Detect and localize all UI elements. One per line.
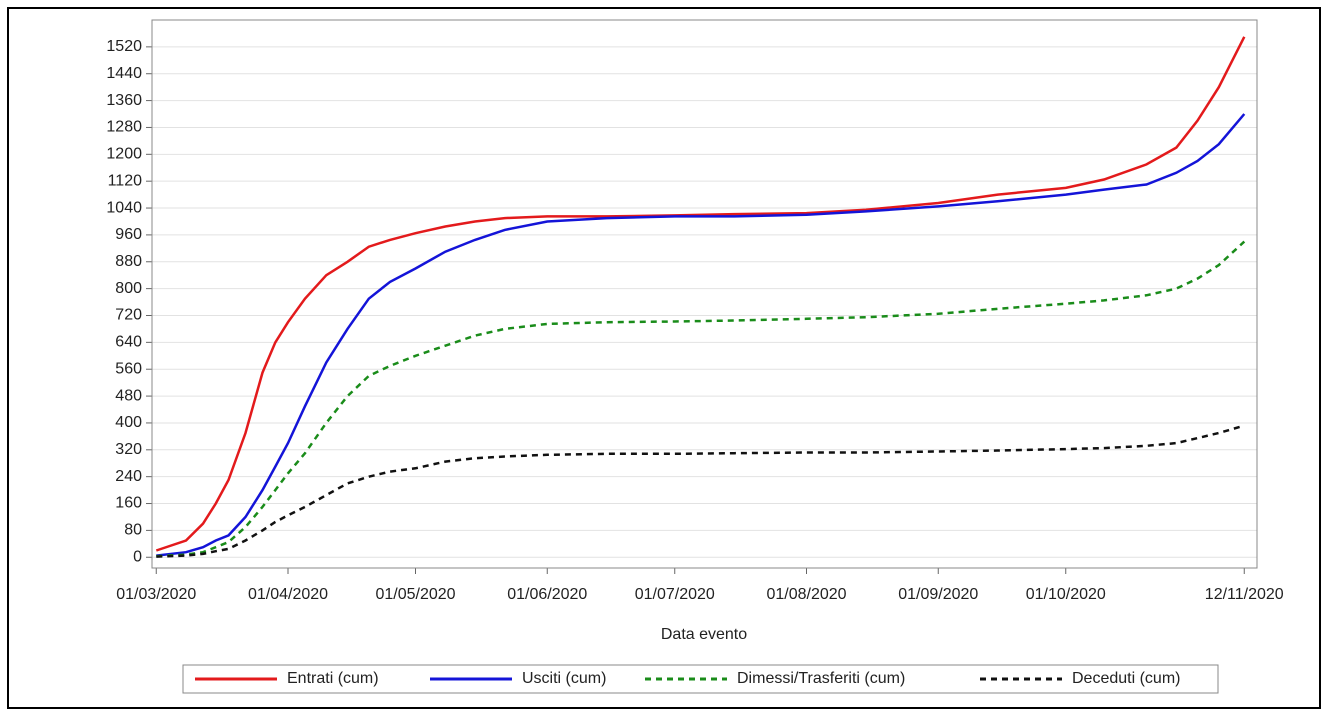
y-tick-label: 400 <box>115 414 142 431</box>
y-tick-label: 1360 <box>106 92 142 109</box>
y-tick-label: 240 <box>115 468 142 485</box>
y-tick-label: 1040 <box>106 199 142 216</box>
plot-area <box>151 19 1258 569</box>
legend-box <box>182 664 1219 694</box>
x-tick-label: 01/07/2020 <box>635 586 715 603</box>
x-tick-label: 01/08/2020 <box>766 586 846 603</box>
legend-label: Deceduti (cum) <box>1072 670 1180 687</box>
y-tick-label: 800 <box>115 280 142 297</box>
y-tick-label: 1120 <box>108 172 143 189</box>
series-line <box>156 240 1246 558</box>
x-tick-label: 01/04/2020 <box>248 586 328 603</box>
y-tick-label: 1280 <box>106 119 142 136</box>
y-tick-label: 160 <box>115 495 142 512</box>
x-tick-label: 01/05/2020 <box>375 586 455 603</box>
x-tick-label: 01/09/2020 <box>898 586 978 603</box>
legend-label: Entrati (cum) <box>287 670 379 687</box>
legend-label: Dimessi/Trasferiti (cum) <box>737 670 905 687</box>
series-line <box>156 424 1245 558</box>
y-tick-label: 80 <box>124 522 142 539</box>
x-tick-label: 01/03/2020 <box>116 586 196 603</box>
y-tick-label: 720 <box>115 307 142 324</box>
x-tick-label: 01/10/2020 <box>1026 586 1106 603</box>
y-tick-label: 880 <box>115 253 142 270</box>
y-tick-label: 640 <box>115 334 142 351</box>
y-tick-label: 560 <box>115 360 142 377</box>
series-line <box>156 113 1246 557</box>
y-tick-label: 1440 <box>106 65 142 82</box>
y-tick-label: 320 <box>115 441 142 458</box>
y-tick-label: 1200 <box>106 146 142 163</box>
y-tick-label: 480 <box>115 387 142 404</box>
legend-label: Usciti (cum) <box>522 670 606 687</box>
x-axis-title: Data evento <box>661 626 747 643</box>
series-line <box>155 36 1246 552</box>
x-tick-label: 01/06/2020 <box>507 586 587 603</box>
y-tick-label: 1520 <box>106 38 142 55</box>
x-tick-label: 12/11/2020 <box>1205 586 1284 603</box>
y-tick-label: 0 <box>133 548 142 565</box>
y-tick-label: 960 <box>115 226 142 243</box>
frame <box>7 7 1321 709</box>
